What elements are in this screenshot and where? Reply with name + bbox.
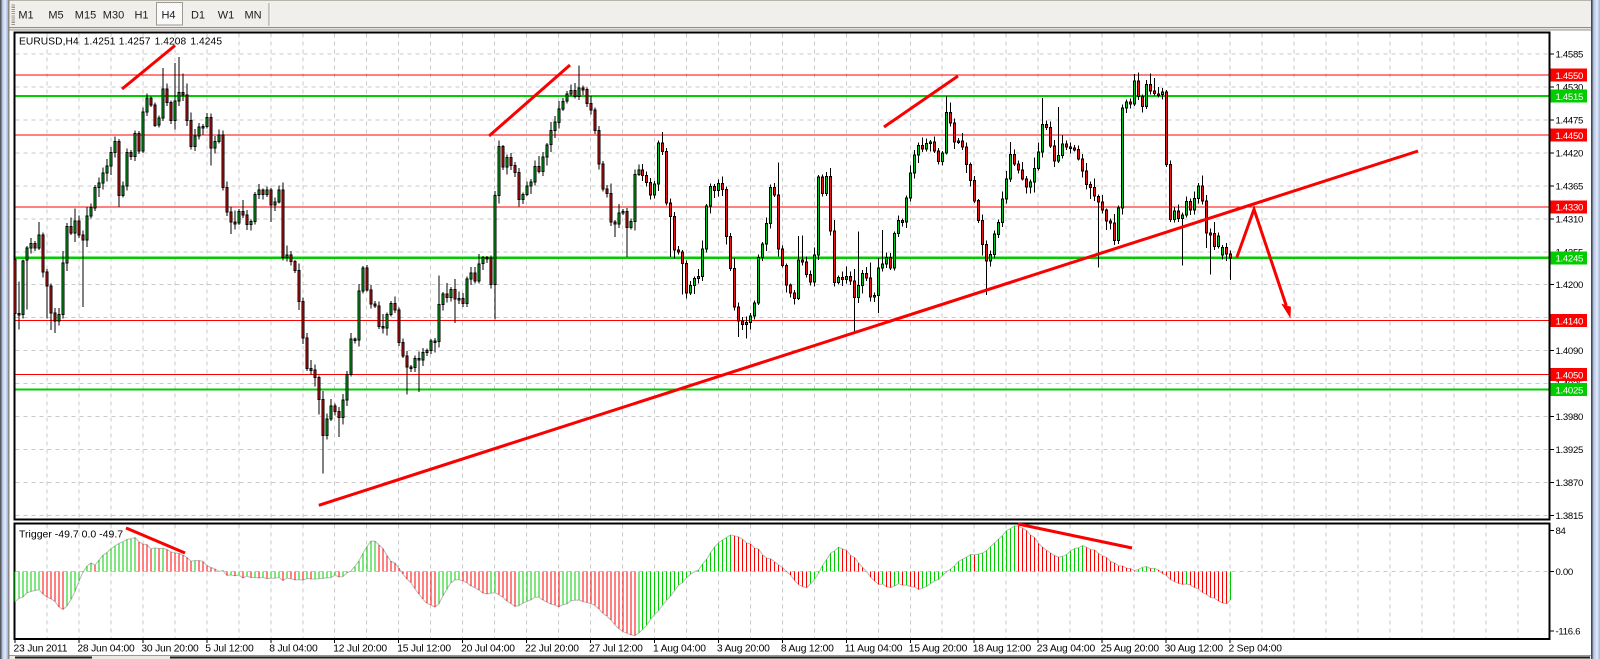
svg-text:1.4245: 1.4245 (1556, 254, 1584, 265)
svg-text:8 Jul 04:00: 8 Jul 04:00 (269, 644, 318, 655)
svg-text:1.4140: 1.4140 (1556, 317, 1584, 328)
svg-text:84: 84 (1556, 526, 1567, 537)
svg-text:W1: W1 (218, 10, 235, 22)
svg-text:M5: M5 (48, 10, 63, 22)
svg-text:1.3870: 1.3870 (1556, 478, 1584, 489)
svg-text:M30: M30 (103, 10, 124, 22)
svg-text:1.4025: 1.4025 (1556, 385, 1584, 396)
svg-text:18 Aug 12:00: 18 Aug 12:00 (973, 644, 1032, 655)
svg-text:22 Jul 20:00: 22 Jul 20:00 (525, 644, 579, 655)
svg-text:15 Jul 12:00: 15 Jul 12:00 (397, 644, 451, 655)
svg-text:-116.6: -116.6 (1556, 627, 1581, 638)
svg-text:28 Jun 04:00: 28 Jun 04:00 (77, 644, 135, 655)
svg-text:H1: H1 (134, 10, 148, 22)
svg-text:Trigger -49.7 0.0 -49.7: Trigger -49.7 0.0 -49.7 (19, 529, 123, 541)
svg-text:1.3980: 1.3980 (1556, 412, 1584, 423)
svg-text:20 Jul 04:00: 20 Jul 04:00 (461, 644, 515, 655)
svg-text:1.4515: 1.4515 (1556, 92, 1584, 103)
svg-text:M1: M1 (18, 10, 33, 22)
svg-text:3 Aug 20:00: 3 Aug 20:00 (717, 644, 770, 655)
svg-text:2 Sep 04:00: 2 Sep 04:00 (1229, 644, 1283, 655)
svg-text:15 Aug 20:00: 15 Aug 20:00 (909, 644, 968, 655)
svg-text:1.4550: 1.4550 (1556, 71, 1584, 82)
svg-text:1.4330: 1.4330 (1556, 203, 1584, 214)
svg-text:1.4365: 1.4365 (1556, 181, 1584, 192)
svg-text:23 Aug 04:00: 23 Aug 04:00 (1037, 644, 1096, 655)
svg-text:1.4530: 1.4530 (1556, 83, 1584, 94)
svg-text:MN: MN (244, 10, 261, 22)
svg-text:1.3815: 1.3815 (1556, 511, 1584, 522)
svg-text:8 Aug 12:00: 8 Aug 12:00 (781, 644, 834, 655)
svg-text:30 Jun 20:00: 30 Jun 20:00 (141, 644, 199, 655)
svg-text:1.4200: 1.4200 (1556, 280, 1584, 291)
svg-text:1.4090: 1.4090 (1556, 346, 1584, 357)
svg-text:1.4475: 1.4475 (1556, 116, 1584, 127)
svg-text:11 Aug 04:00: 11 Aug 04:00 (845, 644, 903, 655)
svg-text:30 Aug 12:00: 30 Aug 12:00 (1165, 644, 1224, 655)
svg-text:D1: D1 (191, 10, 205, 22)
svg-text:1.4585: 1.4585 (1556, 50, 1584, 61)
svg-text:27 Jul 12:00: 27 Jul 12:00 (589, 644, 643, 655)
svg-text:1.4310: 1.4310 (1556, 214, 1584, 225)
svg-text:1 Aug 04:00: 1 Aug 04:00 (653, 644, 706, 655)
svg-text:0.00: 0.00 (1556, 567, 1573, 578)
svg-text:5 Jul 12:00: 5 Jul 12:00 (205, 644, 254, 655)
svg-text:23 Jun 2011: 23 Jun 2011 (14, 644, 68, 655)
svg-text:H4: H4 (161, 10, 175, 22)
svg-text:M15: M15 (75, 10, 96, 22)
svg-text:12 Jul 20:00: 12 Jul 20:00 (333, 644, 387, 655)
svg-text:1.4450: 1.4450 (1556, 131, 1584, 142)
svg-text:1.3925: 1.3925 (1556, 445, 1584, 456)
svg-text:25 Aug 20:00: 25 Aug 20:00 (1101, 644, 1160, 655)
svg-text:1.4420: 1.4420 (1556, 148, 1584, 159)
svg-text:1.4050: 1.4050 (1556, 370, 1584, 381)
